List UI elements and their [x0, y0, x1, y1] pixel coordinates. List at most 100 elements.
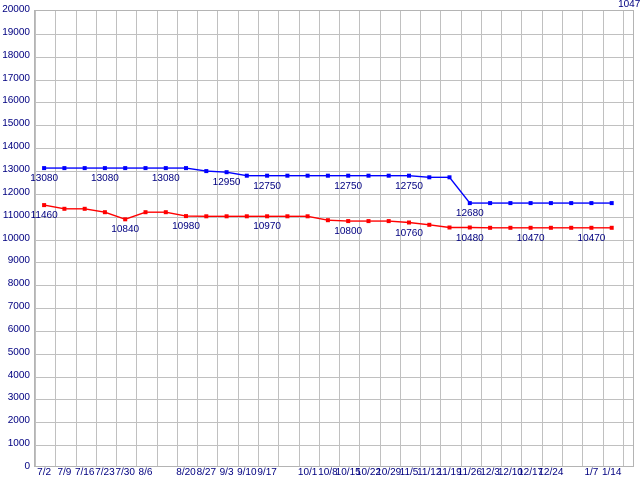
data-point-marker — [325, 218, 330, 223]
gridline-vertical — [481, 11, 482, 466]
gridline-horizontal — [35, 239, 633, 241]
gridline-vertical — [278, 11, 279, 466]
gridline-horizontal — [35, 33, 633, 35]
data-point-marker — [447, 225, 452, 230]
data-point-marker — [467, 201, 472, 206]
y-axis-tick-label: 8000 — [7, 278, 30, 290]
data-point-marker — [589, 225, 594, 230]
x-axis-tick-label: 1/7 — [584, 467, 599, 478]
gridline-vertical — [299, 11, 300, 466]
data-point-marker — [508, 201, 513, 206]
data-point-marker — [569, 225, 574, 230]
data-point-marker — [184, 214, 188, 219]
data-point-marker — [143, 210, 148, 215]
x-axis-tick-labels: 7/2 7/9 7/16 7/23 7/30 8/6 8/20 8/27 9/3 9/10 9/17… — [34, 466, 634, 480]
gridline-horizontal — [35, 193, 633, 195]
data-point-marker — [163, 166, 168, 171]
gridline-vertical — [542, 11, 543, 466]
data-point-marker — [609, 225, 614, 230]
x-axis-tick-label: 10/8 — [318, 467, 338, 478]
gridline-vertical — [217, 11, 218, 466]
data-point-marker — [42, 203, 47, 208]
gridline-vertical — [521, 11, 522, 466]
data-point-label: 11460 — [30, 210, 58, 222]
gridline-horizontal — [35, 353, 633, 355]
data-point-label: 12680 — [455, 208, 484, 220]
y-axis-tick-label: 11000 — [2, 209, 30, 221]
x-axis-tick-label: 10/15 — [335, 467, 361, 478]
y-axis-tick-label: 6000 — [7, 323, 30, 335]
data-point-marker — [102, 210, 107, 215]
gridline-vertical — [440, 11, 441, 466]
x-axis-tick-label: 9/10 — [237, 467, 257, 478]
x-axis-tick-label: 1/14 — [601, 467, 622, 478]
data-point-label: 12750 — [253, 180, 281, 192]
y-axis-tick-label: 12000 — [2, 186, 30, 198]
y-axis-tick-label: 2000 — [7, 415, 30, 427]
data-point-marker — [62, 206, 67, 211]
data-point-label: 10470 — [516, 232, 545, 244]
y-axis-tick-label: 10000 — [2, 232, 30, 244]
gridline-vertical — [461, 11, 462, 466]
y-axis-tick-label: 5000 — [7, 346, 30, 358]
data-point-label: 10970 — [253, 221, 281, 233]
data-point-marker — [569, 201, 574, 206]
gridline-horizontal — [35, 216, 633, 218]
data-point-label: 12750 — [395, 180, 423, 192]
data-point-marker — [42, 166, 47, 171]
data-point-marker — [305, 214, 310, 219]
y-axis-tick-label: 16000 — [2, 95, 30, 107]
data-point-label: 13080 — [91, 173, 119, 185]
data-point-marker — [488, 201, 493, 206]
data-point-marker — [123, 166, 128, 171]
data-point-marker — [82, 206, 87, 211]
data-point-marker — [224, 214, 229, 219]
gridline-horizontal — [35, 102, 633, 104]
data-point-marker — [102, 166, 107, 171]
data-point-marker — [265, 173, 270, 178]
x-axis-tick-label: 11/5 — [399, 467, 419, 478]
data-point-marker — [285, 173, 290, 178]
x-axis-tick-label: 8/20 — [176, 467, 196, 478]
data-point-marker — [548, 201, 553, 206]
x-axis-tick-label: 12/24 — [538, 467, 564, 478]
gridline-vertical — [319, 11, 320, 466]
gridline-vertical — [501, 11, 502, 466]
y-axis-tick-label: 7000 — [7, 301, 30, 313]
data-point-marker — [244, 173, 249, 178]
data-point-marker — [184, 166, 188, 171]
data-point-marker — [609, 201, 614, 206]
gridline-vertical — [562, 11, 563, 466]
gridline-vertical — [177, 11, 178, 466]
y-axis-tick-label: 17000 — [2, 72, 30, 84]
gridline-horizontal — [35, 148, 633, 150]
data-point-label: 13080 — [151, 173, 180, 185]
x-axis-tick-label: 10/1 — [297, 467, 318, 478]
gridline-vertical — [359, 11, 360, 466]
data-point-marker — [386, 173, 391, 178]
data-point-marker — [366, 219, 371, 224]
gridline-vertical — [157, 11, 158, 466]
data-point-marker — [528, 225, 533, 230]
gridline-vertical — [623, 11, 624, 466]
gridline-vertical — [603, 11, 604, 466]
data-point-marker — [346, 173, 351, 178]
data-point-marker — [467, 225, 472, 230]
gridline-horizontal — [35, 399, 633, 401]
y-axis-tick-label: 0 — [24, 461, 30, 472]
data-point-label: 10760 — [395, 227, 423, 239]
data-point-marker — [488, 225, 493, 230]
y-axis-tick-label: 13000 — [2, 163, 30, 175]
x-axis-tick-label: 11/26 — [457, 467, 482, 478]
gridline-horizontal — [35, 422, 633, 424]
data-point-marker — [163, 210, 168, 215]
gridline-vertical — [380, 11, 381, 466]
data-point-marker — [143, 166, 148, 171]
y-axis-tick-label: 4000 — [7, 369, 30, 381]
y-axis-tick-label: 14000 — [2, 141, 30, 153]
data-point-label: 12950 — [212, 177, 241, 189]
gridline-vertical — [238, 11, 239, 466]
gridline-horizontal — [35, 125, 633, 127]
data-point-marker — [589, 201, 594, 206]
